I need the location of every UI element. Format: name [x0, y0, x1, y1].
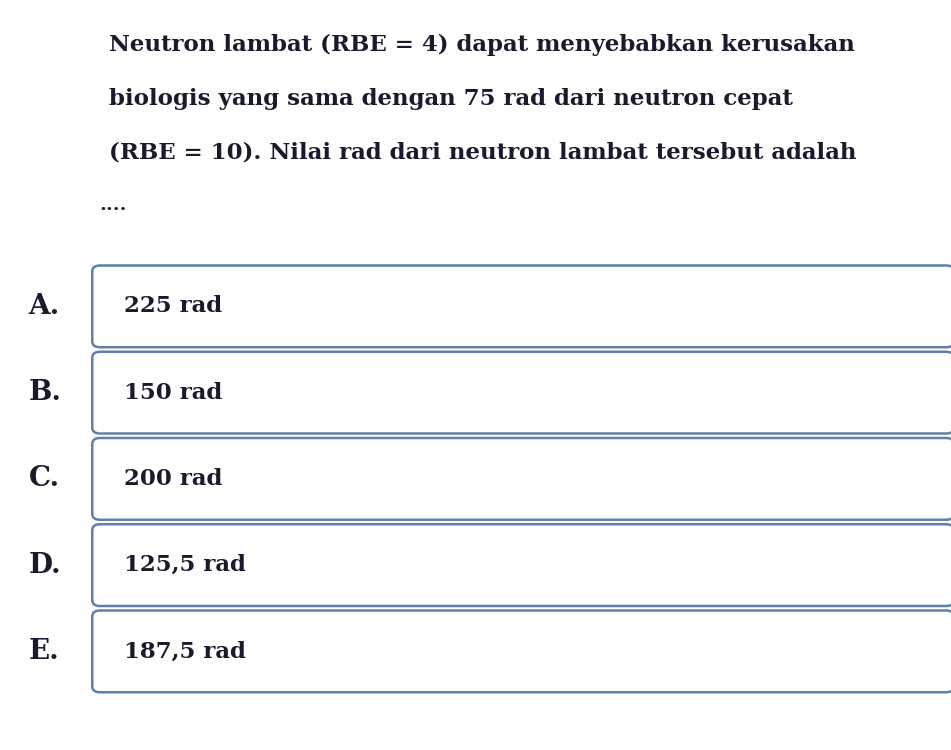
Text: (RBE = 10). Nilai rad dari neutron lambat tersebut adalah: (RBE = 10). Nilai rad dari neutron lamba…	[109, 142, 857, 164]
Text: D.: D.	[29, 552, 61, 579]
FancyBboxPatch shape	[92, 524, 951, 606]
FancyBboxPatch shape	[92, 266, 951, 347]
Text: 225 rad: 225 rad	[124, 296, 222, 317]
Text: 125,5 rad: 125,5 rad	[124, 554, 245, 576]
Text: E.: E.	[29, 638, 59, 664]
Text: 187,5 rad: 187,5 rad	[124, 640, 245, 662]
Text: biologis yang sama dengan 75 rad dari neutron cepat: biologis yang sama dengan 75 rad dari ne…	[109, 88, 793, 109]
FancyBboxPatch shape	[92, 610, 951, 692]
Text: Neutron lambat (RBE = 4) dapat menyebabkan kerusakan: Neutron lambat (RBE = 4) dapat menyebabk…	[109, 34, 855, 56]
Text: ....: ....	[100, 196, 127, 214]
Text: C.: C.	[29, 465, 60, 492]
Text: A.: A.	[29, 293, 60, 320]
FancyBboxPatch shape	[92, 352, 951, 434]
Text: B.: B.	[29, 380, 62, 406]
Text: 150 rad: 150 rad	[124, 382, 222, 404]
Text: 200 rad: 200 rad	[124, 468, 222, 490]
FancyBboxPatch shape	[92, 438, 951, 520]
